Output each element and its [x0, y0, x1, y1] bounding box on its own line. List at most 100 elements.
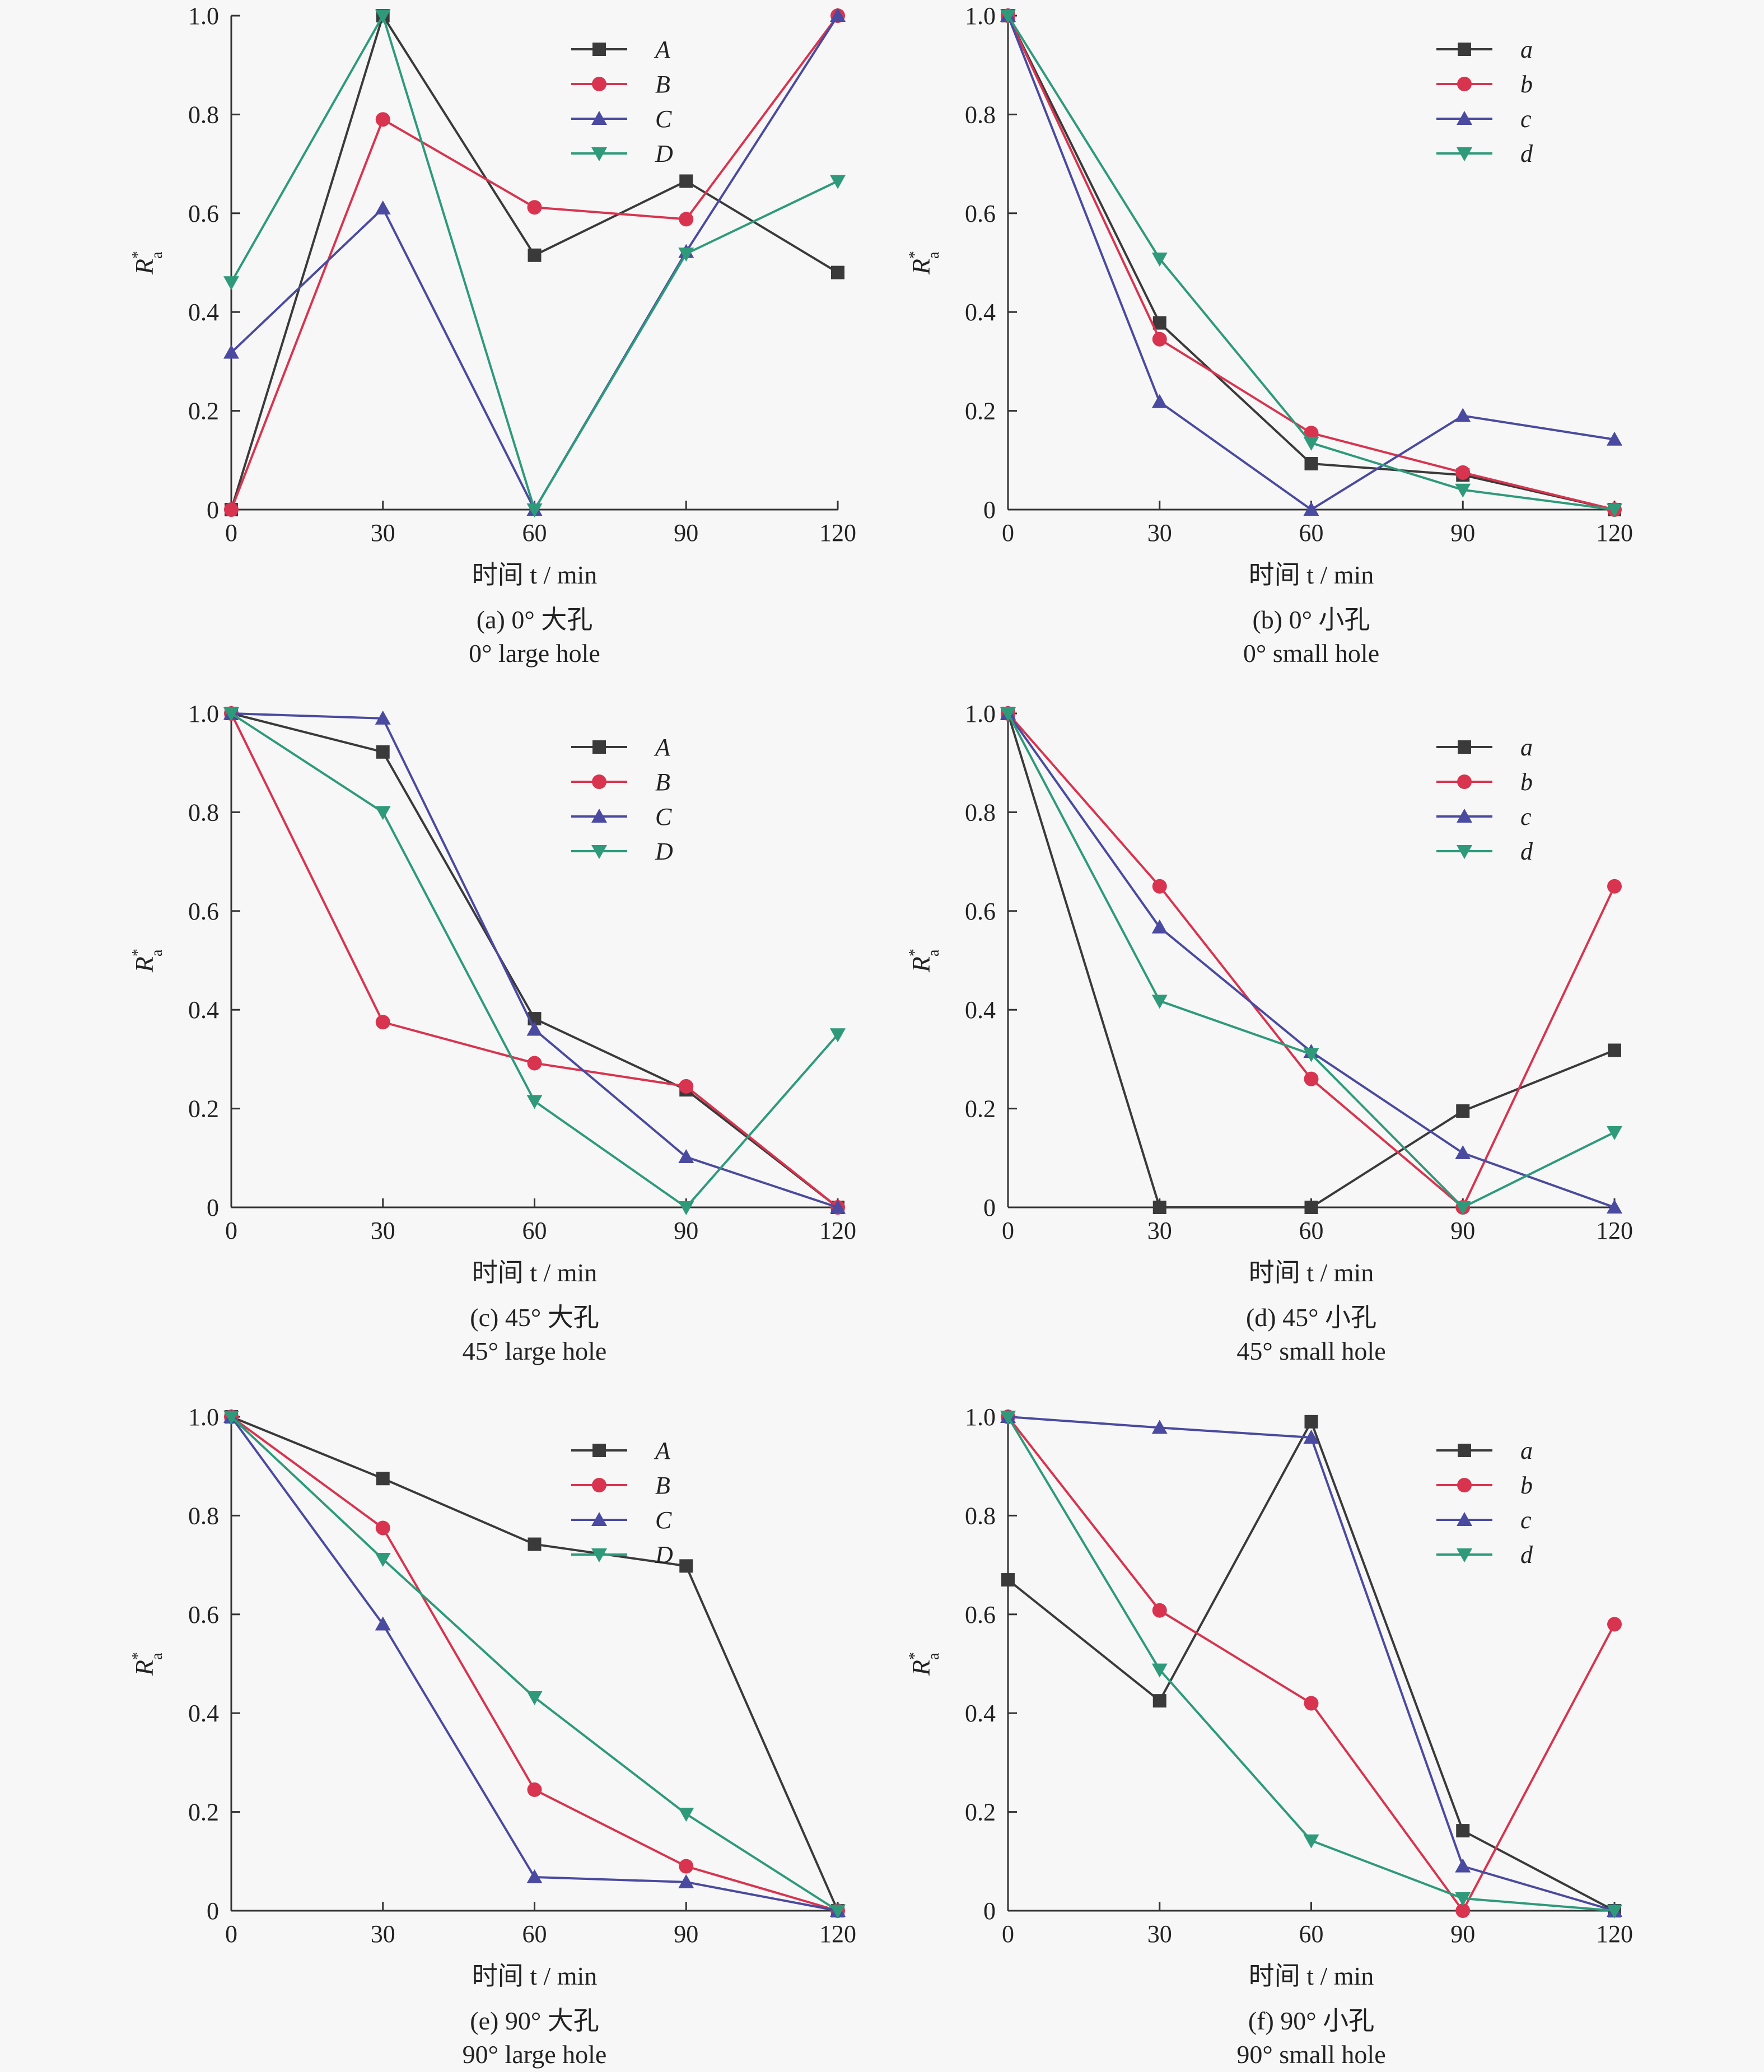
- x-tick-label: 30: [1147, 1920, 1172, 1948]
- data-point-c: [1455, 1858, 1471, 1873]
- y-axis-title: R* a: [906, 949, 942, 973]
- y-tick-label: 1.0: [965, 700, 996, 727]
- y-tick-label: 0: [983, 1897, 996, 1925]
- data-point-b: [1152, 1603, 1167, 1618]
- x-tick-label: 90: [674, 519, 698, 547]
- series-line-B: [230, 15, 839, 510]
- legend-marker-C: [591, 1512, 607, 1526]
- data-point-b: [1304, 1696, 1319, 1711]
- data-point-B: [527, 1056, 542, 1071]
- data-point-B: [527, 1782, 542, 1797]
- data-point-B: [679, 1859, 694, 1874]
- legend-label-b: b: [1520, 768, 1533, 796]
- y-axis-title-sup: *: [906, 251, 923, 259]
- series-line-A: [230, 15, 839, 510]
- data-point-B: [375, 1520, 390, 1536]
- y-axis-title-main: R: [907, 259, 935, 275]
- series-line-C: [230, 1416, 838, 1912]
- data-point-a: [1001, 1573, 1015, 1587]
- data-point-D: [223, 1411, 239, 1425]
- data-point-d: [1607, 503, 1622, 517]
- data-point-c: [1303, 1430, 1319, 1444]
- legend-marker-C: [591, 809, 607, 823]
- x-tick-label: 60: [1299, 1217, 1324, 1244]
- x-tick-label: 120: [1596, 1217, 1633, 1244]
- data-point-C: [375, 1616, 391, 1631]
- y-axis-title-sub: a: [148, 251, 166, 259]
- data-point-D: [830, 1028, 846, 1043]
- legend-label-B: B: [655, 1472, 670, 1499]
- data-point-D: [830, 175, 846, 189]
- data-point-D: [223, 276, 239, 291]
- data-point-b: [1152, 879, 1167, 894]
- series-line-D: [230, 1416, 839, 1912]
- y-tick-label: 0.6: [965, 200, 996, 227]
- data-point-d: [1607, 1905, 1622, 1919]
- x-axis-title: 时间 t / min: [472, 561, 598, 589]
- y-axis-title-main: R: [130, 1660, 158, 1676]
- data-point-a: [1304, 1201, 1318, 1214]
- data-point-c: [1607, 431, 1622, 446]
- legend-marker-D: [591, 1548, 607, 1562]
- x-tick-label: 0: [1002, 519, 1014, 547]
- data-point-c: [1455, 408, 1471, 422]
- data-point-D: [375, 10, 391, 24]
- legend-label-d: d: [1520, 140, 1533, 167]
- series-line-D: [230, 15, 838, 511]
- data-point-c: [1455, 1145, 1471, 1159]
- data-point-C: [526, 1869, 543, 1884]
- chart-panel-e: 0 30 60 90 120 0 0.2 0.4 0.6 0.8 1.0 时间 t / min R* a A…: [129, 1403, 856, 2069]
- data-point-a: [1152, 1694, 1166, 1708]
- x-tick-label: 90: [1450, 1217, 1475, 1244]
- data-point-D: [678, 1808, 694, 1822]
- legend-label-A: A: [654, 36, 671, 63]
- legend-marker-A: [592, 1444, 606, 1457]
- y-tick-label: 0.8: [965, 1502, 996, 1529]
- caption-en: 0° small hole: [1243, 639, 1379, 668]
- chart-panel-c: 0 30 60 90 120 0 0.2 0.4 0.6 0.8 1.0 时间 t / min R* a A…: [129, 700, 856, 1365]
- legend-label-c: c: [1520, 105, 1532, 133]
- legend-label-C: C: [655, 803, 672, 830]
- data-point-d: [1151, 252, 1168, 267]
- legend-label-C: C: [655, 1506, 672, 1534]
- data-point-D: [223, 707, 239, 721]
- y-axis-title-main: R: [130, 259, 158, 275]
- chart-panel-a: 0 30 60 90 120 0 0.2 0.4 0.6 0.8 1.0 时间 t / min R* a A…: [129, 2, 856, 668]
- data-point-b: [1304, 1071, 1319, 1086]
- x-tick-label: 60: [1299, 1920, 1324, 1948]
- data-point-C: [678, 1874, 694, 1888]
- y-axis-title-sub: a: [925, 1653, 942, 1660]
- legend-label-D: D: [655, 140, 673, 167]
- caption-cn: (a) 0° 大孔: [477, 605, 592, 634]
- data-point-c: [1151, 919, 1168, 934]
- legend-label-A: A: [654, 1437, 671, 1464]
- y-tick-label: 0.2: [188, 1095, 219, 1123]
- x-tick-label: 90: [674, 1920, 698, 1948]
- y-tick-label: 0.6: [965, 1601, 996, 1628]
- x-tick-label: 60: [522, 519, 547, 547]
- data-point-b: [1304, 426, 1319, 441]
- caption-cn: (c) 45° 大孔: [470, 1303, 599, 1332]
- data-point-d: [1151, 995, 1168, 1009]
- legend-marker-A: [592, 740, 606, 754]
- y-axis-title-sub: a: [148, 949, 166, 956]
- data-point-D: [830, 1905, 846, 1919]
- caption-en: 45° large hole: [463, 1337, 607, 1365]
- legend-marker-D: [591, 845, 607, 859]
- y-tick-label: 0.8: [188, 799, 219, 826]
- legend-marker-d: [1457, 845, 1472, 859]
- x-tick-label: 30: [1147, 519, 1172, 547]
- y-axis-title: R* a: [129, 949, 166, 973]
- data-point-D: [375, 806, 391, 820]
- legend-label-B: B: [655, 768, 670, 796]
- x-axis-title: 时间 t / min: [1249, 561, 1374, 589]
- data-point-B: [375, 112, 390, 127]
- data-point-b: [1607, 1617, 1622, 1632]
- x-tick-label: 90: [674, 1217, 698, 1244]
- y-axis-title-sub: a: [925, 251, 942, 259]
- data-point-C: [223, 344, 239, 359]
- data-point-a: [1304, 1415, 1318, 1429]
- y-tick-label: 0.2: [965, 398, 996, 425]
